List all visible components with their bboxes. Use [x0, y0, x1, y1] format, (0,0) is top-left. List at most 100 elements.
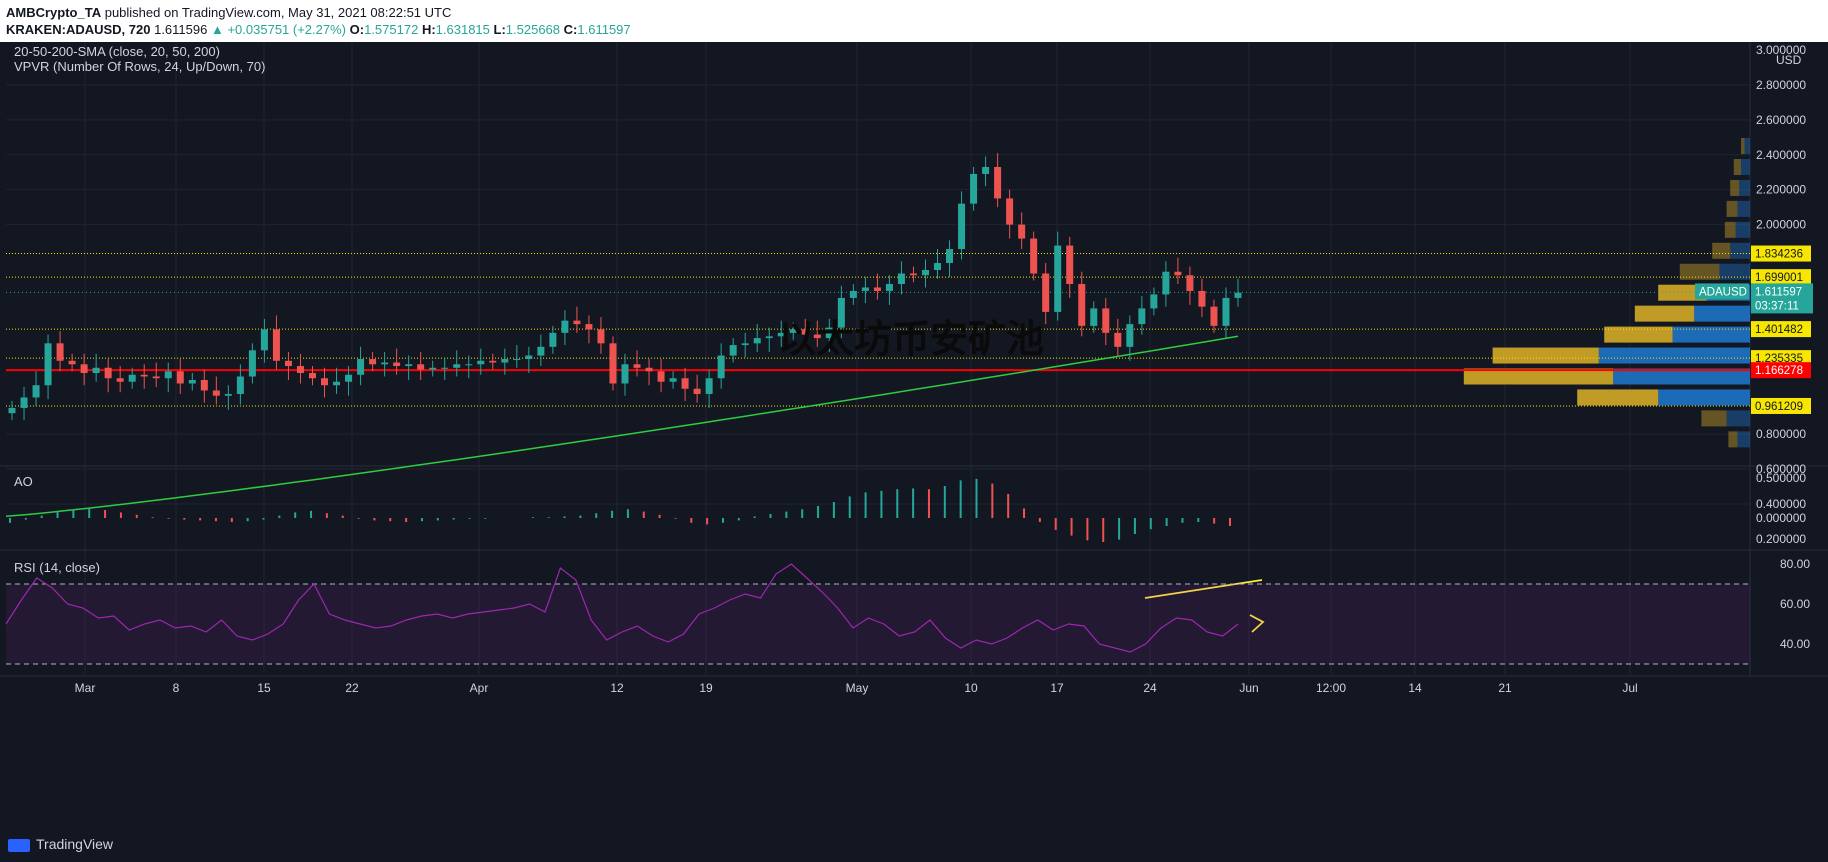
- candle-body: [513, 359, 521, 361]
- candle-body: [537, 346, 545, 356]
- rsi-line: [5, 563, 1239, 653]
- price-tick-label: 2.000000: [1756, 218, 1806, 232]
- vpvr-down-bar: [1712, 242, 1731, 259]
- candle-body: [429, 367, 437, 370]
- candle-body: [1102, 308, 1110, 333]
- sma-indicator-label[interactable]: 20-50-200-SMA (close, 20, 50, 200): [14, 44, 220, 59]
- vpvr-up-bar: [1730, 242, 1750, 259]
- vpvr-up-bar: [1598, 347, 1750, 364]
- footer: TradingView: [0, 826, 1828, 862]
- candle-body: [56, 343, 64, 361]
- price-tick-label: 2.800000: [1756, 78, 1806, 92]
- vpvr-down-bar: [1604, 326, 1673, 343]
- vpvr-down-bar: [1463, 368, 1614, 385]
- level-tag-bg: [1751, 321, 1811, 338]
- candle-body: [92, 367, 100, 374]
- candle-body: [1222, 297, 1230, 326]
- candle-body: [200, 379, 208, 391]
- trend-arrow-line: [1144, 579, 1263, 599]
- candle-body: [873, 287, 881, 291]
- candle-body: [741, 343, 749, 346]
- candle-body: [296, 366, 304, 374]
- price-tick-label: 3.000000: [1756, 43, 1806, 57]
- vpvr-down-bar: [1724, 221, 1736, 238]
- candle-body: [1078, 283, 1086, 326]
- sma200-line: [5, 335, 1239, 517]
- vpvr-down-bar: [1492, 347, 1599, 364]
- price-tick-label: 2.400000: [1756, 148, 1806, 162]
- vpvr-up-bar: [1739, 179, 1750, 196]
- candle-body: [789, 329, 797, 333]
- vpvr-down-bar: [1701, 410, 1727, 427]
- candle-body: [501, 359, 509, 363]
- candle-body: [417, 364, 425, 370]
- symbol-tag-text: ADAUSD: [1699, 286, 1747, 298]
- candle-body: [849, 290, 857, 298]
- vpvr-down-bar: [1679, 263, 1720, 280]
- candle-body: [837, 297, 845, 328]
- publisher-name[interactable]: AMBCrypto_TA: [6, 5, 102, 20]
- candle-body: [369, 359, 377, 365]
- candle-body: [1114, 332, 1122, 347]
- chart-canvas[interactable]: 3.000000 2.800000 2.600000 2.400000 2.200000…: [0, 42, 1828, 826]
- vpvr-up-bar: [1694, 305, 1750, 322]
- candle-body: [1150, 294, 1158, 309]
- level-tag-text: 1.834236: [1755, 249, 1803, 261]
- candle-body: [321, 378, 329, 386]
- candle-body: [561, 320, 569, 333]
- candle-body: [1042, 273, 1050, 312]
- publish-header: AMBCrypto_TA published on TradingView.co…: [0, 0, 1828, 42]
- candlestick-series: [8, 153, 1242, 421]
- time-tick-label: 10: [964, 681, 978, 695]
- watermark-text: 以太坊币安矿池: [778, 317, 1044, 361]
- ao-tick-label: 0.000000: [1756, 511, 1806, 525]
- publish-line: AMBCrypto_TA published on TradingView.co…: [6, 5, 451, 20]
- candle-body: [477, 360, 485, 365]
- time-tick-label: 12: [610, 681, 624, 695]
- vpvr-up-bar: [1726, 410, 1750, 427]
- candle-body: [1054, 245, 1062, 312]
- vpvr-up-bar: [1744, 138, 1750, 155]
- time-tick-label: 24: [1143, 681, 1157, 695]
- candle-body: [308, 373, 316, 379]
- candle-body: [357, 359, 365, 375]
- tradingview-logo[interactable]: TradingView: [8, 836, 113, 852]
- vpvr-down-bar: [1741, 138, 1745, 155]
- price-unit-label: USD: [1776, 53, 1802, 67]
- time-tick-label: 8: [173, 681, 180, 695]
- time-tick-label: 21: [1498, 681, 1512, 695]
- candle-body: [1006, 198, 1014, 225]
- candle-body: [994, 166, 1002, 199]
- candle-body: [705, 378, 713, 394]
- last-price: 1.611596: [154, 22, 208, 37]
- vpvr-indicator-label[interactable]: VPVR (Number Of Rows, 24, Up/Down, 70): [14, 59, 265, 74]
- rsi-indicator-label[interactable]: RSI (14, close): [14, 560, 100, 575]
- candle-body: [609, 343, 617, 384]
- candle-body: [188, 379, 196, 384]
- time-tick-label: 14: [1408, 681, 1422, 695]
- candle-body: [669, 378, 677, 382]
- candle-body: [1198, 290, 1206, 307]
- time-tick-label: 12:00: [1316, 681, 1346, 695]
- candle-body: [729, 345, 737, 356]
- ao-indicator-label[interactable]: AO: [14, 474, 33, 489]
- level-tag-bg: [1751, 350, 1811, 367]
- price-tick-label: 0.200000: [1756, 532, 1806, 546]
- time-tick-label: 19: [699, 681, 713, 695]
- candle-body: [657, 371, 665, 382]
- candle-body: [116, 378, 124, 382]
- candle-body: [260, 329, 268, 351]
- vpvr-down-bar: [1726, 200, 1738, 217]
- candle-body: [861, 287, 869, 291]
- current-price-tag-bg: [1751, 283, 1813, 314]
- candle-body: [20, 397, 28, 408]
- candle-body: [525, 355, 533, 360]
- candle-body: [765, 336, 773, 339]
- trend-arrow-head: [1249, 614, 1265, 633]
- vpvr-down-bar: [1577, 389, 1659, 406]
- candle-body: [801, 329, 809, 335]
- candle-body: [693, 388, 701, 394]
- candle-body: [453, 364, 461, 368]
- rsi-tick-label: 40.00: [1780, 637, 1810, 651]
- candle-body: [573, 320, 581, 325]
